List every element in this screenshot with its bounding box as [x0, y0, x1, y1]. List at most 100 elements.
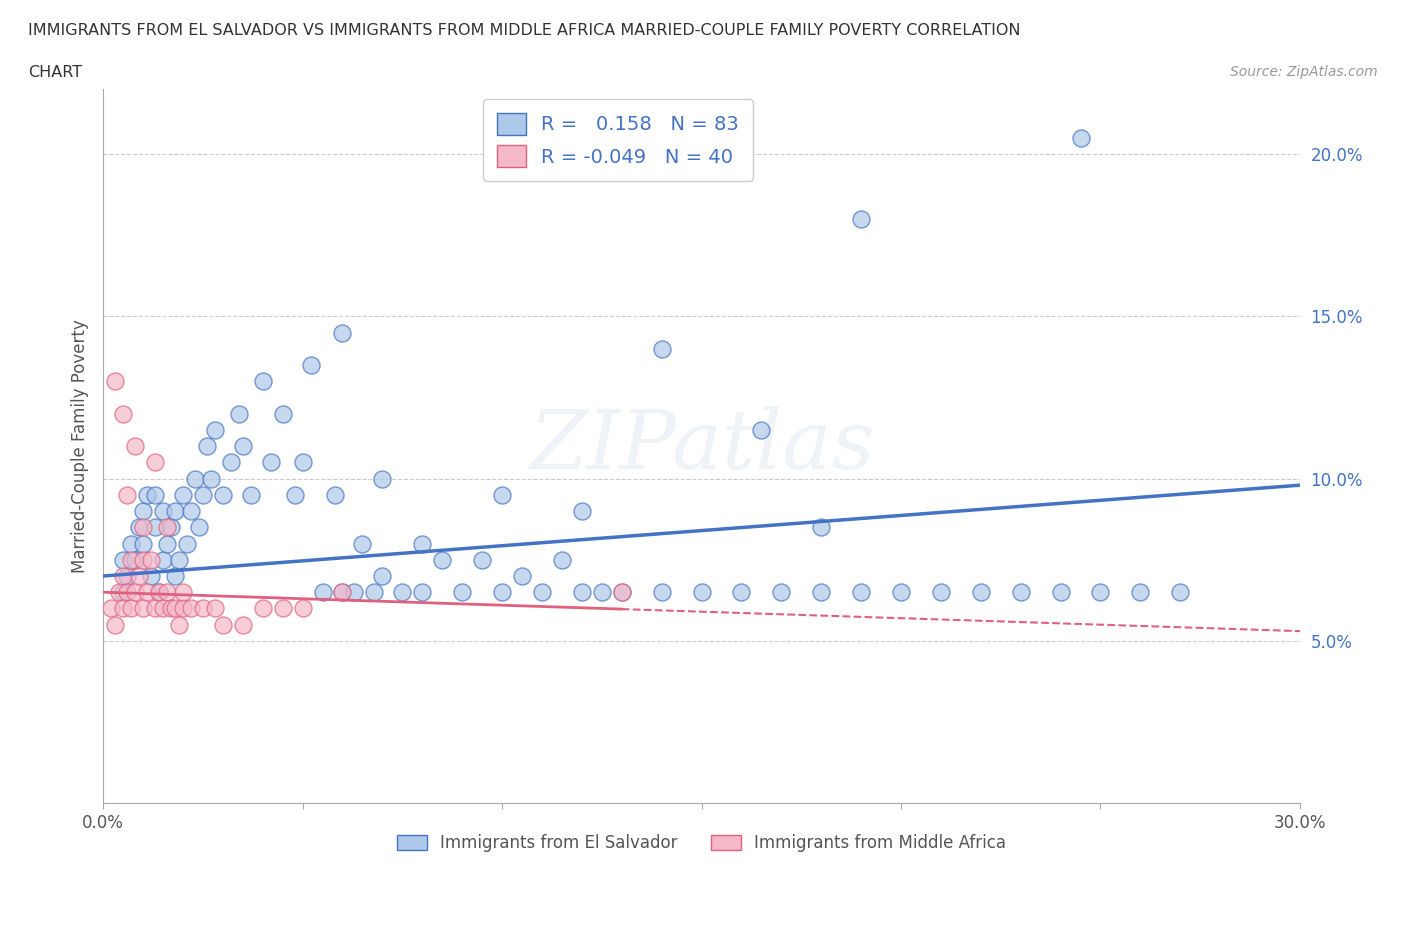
Point	[271, 406, 294, 421]
Point	[228, 406, 250, 421]
Point	[232, 618, 254, 632]
Point	[352, 536, 374, 551]
Point	[432, 552, 454, 567]
Point	[610, 585, 633, 600]
Point	[104, 374, 127, 389]
Point	[451, 585, 474, 600]
Point	[180, 504, 202, 519]
Point	[115, 585, 138, 600]
Point	[160, 520, 183, 535]
Point	[510, 568, 533, 583]
Point	[167, 618, 190, 632]
Point	[163, 601, 186, 616]
Point	[115, 487, 138, 502]
Point	[610, 585, 633, 600]
Point	[591, 585, 613, 600]
Point	[1070, 130, 1092, 145]
Point	[343, 585, 366, 600]
Point	[152, 552, 174, 567]
Point	[132, 552, 155, 567]
Point	[770, 585, 793, 600]
Point	[1010, 585, 1032, 600]
Point	[411, 585, 433, 600]
Point	[191, 601, 214, 616]
Point	[156, 536, 179, 551]
Point	[929, 585, 952, 600]
Point	[108, 585, 131, 600]
Point	[128, 520, 150, 535]
Point	[551, 552, 574, 567]
Point	[730, 585, 752, 600]
Point	[120, 536, 142, 551]
Point	[136, 585, 159, 600]
Point	[1090, 585, 1112, 600]
Point	[132, 504, 155, 519]
Point	[120, 552, 142, 567]
Point	[211, 618, 233, 632]
Point	[191, 487, 214, 502]
Point	[291, 455, 314, 470]
Point	[471, 552, 494, 567]
Point	[252, 374, 274, 389]
Point	[152, 601, 174, 616]
Point	[195, 439, 218, 454]
Point	[890, 585, 912, 600]
Point	[132, 520, 155, 535]
Point	[571, 504, 593, 519]
Point	[143, 520, 166, 535]
Point	[219, 455, 242, 470]
Point	[160, 601, 183, 616]
Text: CHART: CHART	[28, 65, 82, 80]
Point	[124, 439, 146, 454]
Point	[163, 568, 186, 583]
Point	[332, 326, 354, 340]
Point	[172, 601, 194, 616]
Point	[187, 520, 209, 535]
Point	[156, 585, 179, 600]
Point	[271, 601, 294, 616]
Text: Source: ZipAtlas.com: Source: ZipAtlas.com	[1230, 65, 1378, 79]
Point	[252, 601, 274, 616]
Point	[143, 455, 166, 470]
Point	[112, 552, 135, 567]
Point	[571, 585, 593, 600]
Text: IMMIGRANTS FROM EL SALVADOR VS IMMIGRANTS FROM MIDDLE AFRICA MARRIED-COUPLE FAMI: IMMIGRANTS FROM EL SALVADOR VS IMMIGRANT…	[28, 23, 1021, 38]
Point	[530, 585, 553, 600]
Point	[970, 585, 993, 600]
Point	[284, 487, 307, 502]
Point	[311, 585, 333, 600]
Point	[120, 601, 142, 616]
Point	[204, 422, 226, 437]
Point	[1049, 585, 1071, 600]
Point	[112, 601, 135, 616]
Point	[651, 341, 673, 356]
Point	[143, 487, 166, 502]
Point	[810, 520, 832, 535]
Point	[391, 585, 413, 600]
Point	[291, 601, 314, 616]
Y-axis label: Married-Couple Family Poverty: Married-Couple Family Poverty	[72, 319, 89, 573]
Point	[200, 472, 222, 486]
Point	[332, 585, 354, 600]
Point	[232, 439, 254, 454]
Point	[491, 487, 513, 502]
Point	[1129, 585, 1152, 600]
Point	[112, 406, 135, 421]
Point	[167, 552, 190, 567]
Point	[1168, 585, 1191, 600]
Point	[124, 585, 146, 600]
Point	[371, 472, 394, 486]
Point	[115, 568, 138, 583]
Point	[204, 601, 226, 616]
Point	[260, 455, 283, 470]
Point	[211, 487, 233, 502]
Point	[810, 585, 832, 600]
Point	[239, 487, 262, 502]
Point	[849, 585, 872, 600]
Point	[104, 618, 127, 632]
Point	[139, 568, 162, 583]
Point	[132, 601, 155, 616]
Point	[112, 585, 135, 600]
Point	[411, 536, 433, 551]
Text: ZIPatlas: ZIPatlas	[529, 406, 875, 486]
